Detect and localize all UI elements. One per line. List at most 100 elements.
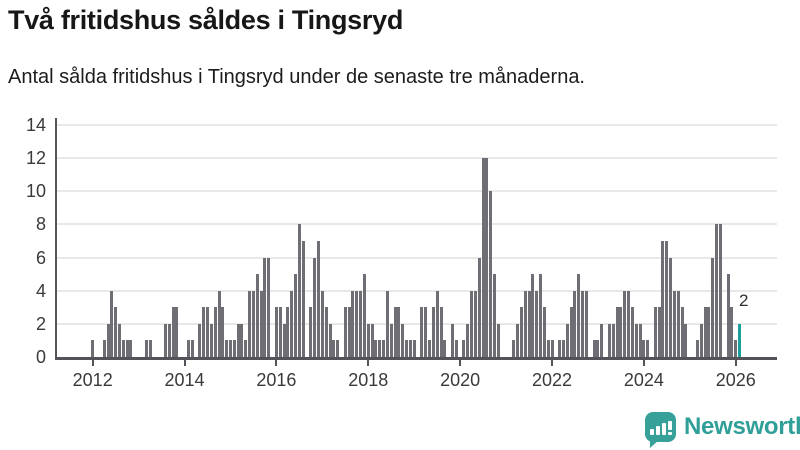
bar-month: [707, 307, 711, 357]
bar-month: [290, 290, 294, 357]
x-axis-tick: [551, 359, 553, 366]
bar-month: [324, 307, 328, 357]
exclamation-icon: [667, 421, 672, 435]
gridline: [55, 124, 777, 127]
bar-month: [343, 307, 347, 357]
bar-month: [550, 340, 554, 357]
y-axis-tick-label: 8: [35, 214, 46, 235]
bar-month: [251, 290, 255, 357]
bar-month: [718, 224, 722, 357]
x-axis-tick-label: 2022: [531, 370, 573, 390]
bar-month: [167, 323, 171, 357]
brand-name: Newsworthy: [684, 413, 800, 440]
bar-month: [523, 290, 527, 357]
bar-month: [248, 290, 252, 357]
bar-month: [435, 290, 439, 357]
bar-month: [359, 290, 363, 357]
x-axis-tick-label: 2014: [164, 370, 205, 390]
bar-month: [366, 323, 370, 357]
bar-month: [477, 257, 481, 357]
logo-bar-icon: [649, 429, 654, 435]
bar-month: [362, 274, 366, 357]
bar-month: [646, 340, 650, 357]
bar-month: [516, 323, 520, 357]
speech-bubble-tail: [650, 440, 659, 448]
bar-month: [462, 340, 466, 357]
bar-month: [198, 323, 202, 357]
bar-month: [596, 340, 600, 357]
logo-bar-icon: [655, 426, 660, 435]
bar-month: [715, 224, 719, 357]
bar-month: [600, 323, 604, 357]
bar-month: [328, 323, 332, 357]
bar-month: [121, 340, 125, 357]
bar-month: [102, 340, 106, 357]
bar-month: [665, 241, 669, 357]
bar-month: [267, 257, 271, 357]
bar-month: [148, 340, 152, 357]
gridline: [55, 190, 777, 193]
bar-month: [255, 274, 259, 357]
gridline: [55, 289, 777, 292]
bar-month: [699, 323, 703, 357]
bar-month: [163, 323, 167, 357]
y-axis-tick-label: 0: [35, 347, 46, 367]
bar-month: [309, 307, 313, 357]
bar-month: [527, 290, 531, 357]
bar-month: [619, 307, 623, 357]
chart-subtitle: Antal sålda fritidshus i Tingsryd under …: [8, 66, 585, 88]
bar-month: [405, 340, 409, 357]
bar-month: [454, 340, 458, 357]
bar-month: [584, 290, 588, 357]
bar-month: [489, 191, 493, 357]
bar-month: [106, 323, 110, 357]
bar-month: [389, 323, 393, 357]
bar-month: [278, 307, 282, 357]
bar-month: [607, 323, 611, 357]
bar-month: [680, 307, 684, 357]
x-axis-tick-label: 2016: [256, 370, 297, 390]
bar-month: [209, 323, 213, 357]
bar-month: [428, 340, 432, 357]
bar-month: [661, 241, 665, 357]
bar-month: [734, 340, 738, 357]
logo-bar-icon: [661, 423, 666, 435]
x-axis-tick: [734, 359, 737, 366]
bar-month: [332, 340, 336, 357]
bar-month: [110, 290, 114, 357]
bar-month: [355, 290, 359, 357]
bar-month: [623, 290, 627, 357]
bar-month: [611, 323, 615, 357]
bar-month: [470, 290, 474, 357]
bar-month: [450, 323, 454, 357]
bar-month: [581, 290, 585, 357]
gridline: [55, 322, 777, 325]
bar-month: [653, 307, 657, 357]
bar-month: [244, 340, 248, 357]
bar-month: [676, 290, 680, 357]
bar-month: [274, 307, 278, 357]
y-axis-line: [55, 118, 57, 359]
x-axis-tick-label: 2018: [348, 370, 389, 390]
bar-month: [627, 290, 631, 357]
bar-month: [638, 323, 642, 357]
bar-month: [726, 274, 730, 357]
bar-month: [317, 241, 321, 357]
bar-month: [569, 307, 573, 357]
y-axis-tick-label: 6: [35, 247, 46, 268]
y-axis-tick-label: 10: [25, 181, 46, 202]
x-axis-tick-label: 2012: [72, 370, 113, 390]
bar-month: [730, 307, 734, 357]
x-axis-tick-label: 2024: [623, 370, 664, 390]
bar-month: [125, 340, 129, 357]
x-axis-tick: [642, 359, 645, 366]
bar-month: [565, 323, 569, 357]
bar-month: [225, 340, 229, 357]
bar-month: [401, 323, 405, 357]
bar-month: [546, 340, 550, 357]
newsworthy-logo-icon: [645, 412, 676, 448]
bar-month: [496, 323, 500, 357]
bar-highlighted: [738, 323, 742, 357]
